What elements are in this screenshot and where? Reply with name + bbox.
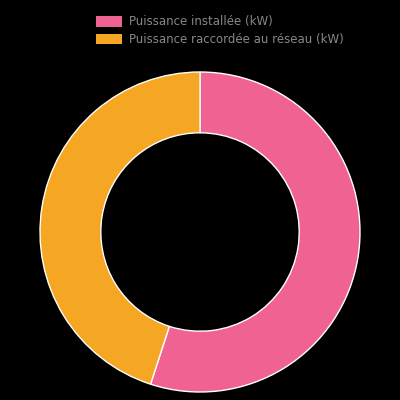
Wedge shape (150, 72, 360, 392)
Wedge shape (40, 72, 200, 384)
Legend: Puissance installée (kW), Puissance raccordée au réseau (kW): Puissance installée (kW), Puissance racc… (92, 12, 348, 50)
